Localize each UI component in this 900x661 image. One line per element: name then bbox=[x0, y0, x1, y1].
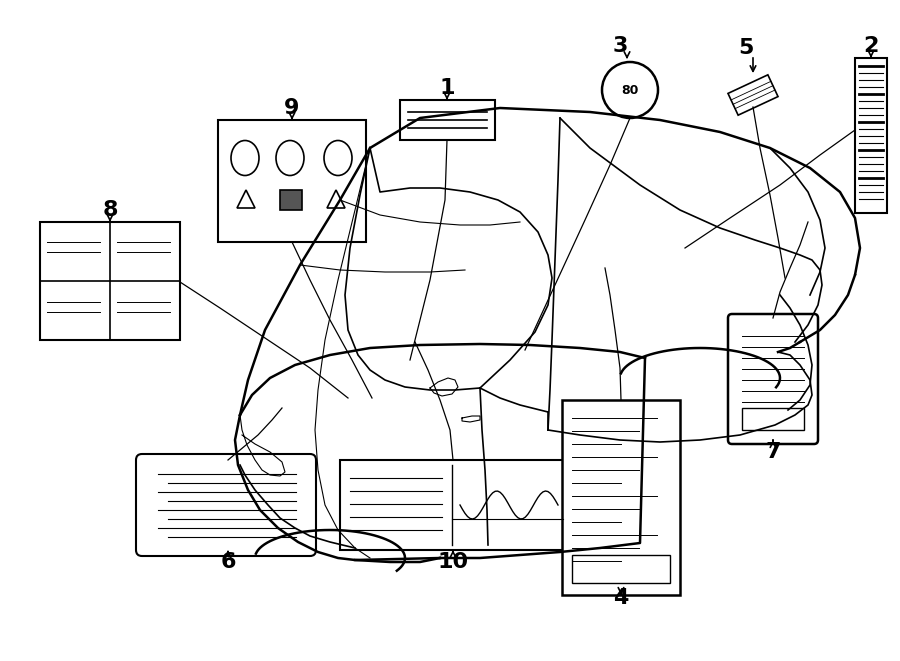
FancyBboxPatch shape bbox=[136, 454, 316, 556]
Text: 8: 8 bbox=[103, 200, 118, 220]
Text: 6: 6 bbox=[220, 552, 236, 572]
FancyBboxPatch shape bbox=[728, 314, 818, 444]
Text: 9: 9 bbox=[284, 98, 300, 118]
FancyBboxPatch shape bbox=[400, 100, 495, 140]
FancyBboxPatch shape bbox=[855, 58, 887, 213]
Text: 1: 1 bbox=[439, 78, 454, 98]
FancyBboxPatch shape bbox=[572, 555, 670, 583]
FancyBboxPatch shape bbox=[340, 460, 568, 550]
Text: 2: 2 bbox=[863, 36, 878, 56]
Text: 4: 4 bbox=[613, 588, 629, 608]
Text: 3: 3 bbox=[612, 36, 627, 56]
FancyBboxPatch shape bbox=[280, 190, 302, 210]
FancyBboxPatch shape bbox=[40, 222, 180, 340]
FancyBboxPatch shape bbox=[562, 400, 680, 595]
FancyBboxPatch shape bbox=[218, 120, 366, 242]
Text: 5: 5 bbox=[738, 38, 753, 58]
Text: 7: 7 bbox=[765, 442, 781, 462]
Text: 80: 80 bbox=[621, 83, 639, 97]
Text: 10: 10 bbox=[437, 552, 469, 572]
FancyBboxPatch shape bbox=[742, 408, 804, 430]
